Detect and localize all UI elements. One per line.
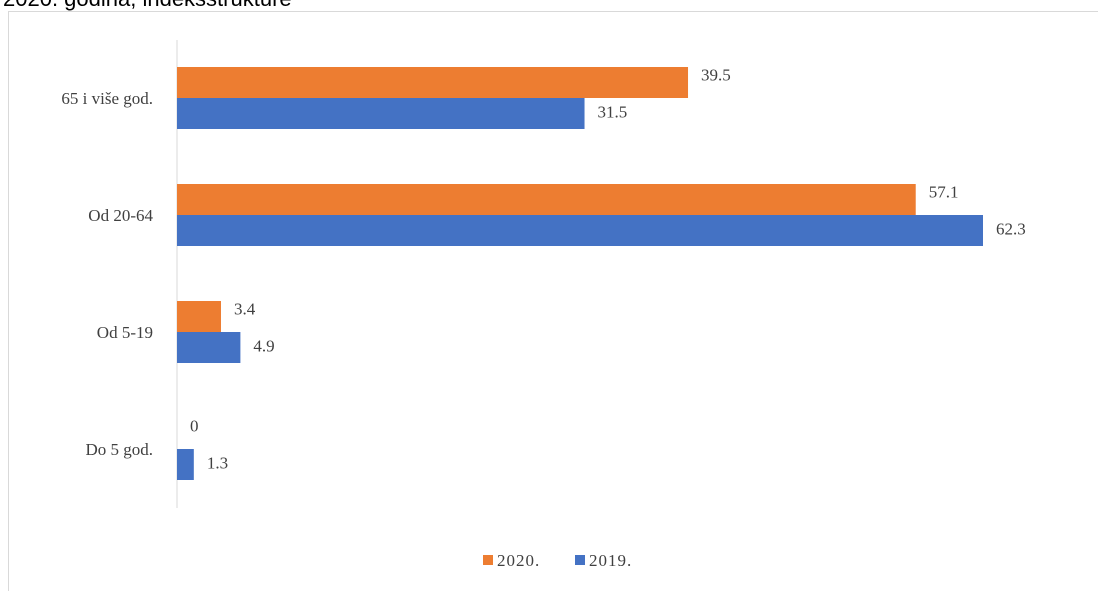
legend-swatch-2020: [483, 555, 493, 565]
data-label: 0: [190, 417, 199, 436]
legend-entry: 2020.: [497, 551, 540, 570]
legend-swatch-2019: [575, 555, 585, 565]
data-label: 3.4: [234, 300, 256, 319]
category-label: Od 5-19: [97, 323, 153, 342]
data-label: 62.3: [996, 220, 1026, 239]
data-label: 57.1: [929, 183, 959, 202]
data-label: 4.9: [253, 337, 274, 356]
bar-2019-2: [177, 332, 241, 363]
data-label: 39.5: [701, 66, 731, 85]
data-label: 1.3: [207, 454, 228, 473]
category-label: Do 5 god.: [85, 440, 153, 459]
bar-2019-0: [177, 98, 585, 129]
category-label: 65 i više god.: [61, 89, 153, 108]
category-labels: 65 i više god. Od 20-64 Od 5-19 Do 5 god.: [61, 89, 153, 459]
value-labels: 39.5 31.5 57.1 62.3 3.4 4.9 0 1.3: [190, 66, 1026, 473]
bar-2020-1: [177, 184, 916, 215]
bar-2019-1: [177, 215, 983, 246]
bar-2020-2: [177, 301, 221, 332]
bar-2020-0: [177, 67, 689, 98]
data-label: 31.5: [598, 103, 628, 122]
chart-caption: 2020. godina, indeksstrukture: [3, 0, 292, 12]
category-label: Od 20-64: [88, 206, 153, 225]
chart-frame: [8, 11, 1098, 591]
bar-2019-3: [177, 449, 194, 480]
legend: 2020. 2019.: [483, 551, 632, 570]
bars-group: [177, 67, 983, 480]
legend-entry: 2019.: [589, 551, 632, 570]
